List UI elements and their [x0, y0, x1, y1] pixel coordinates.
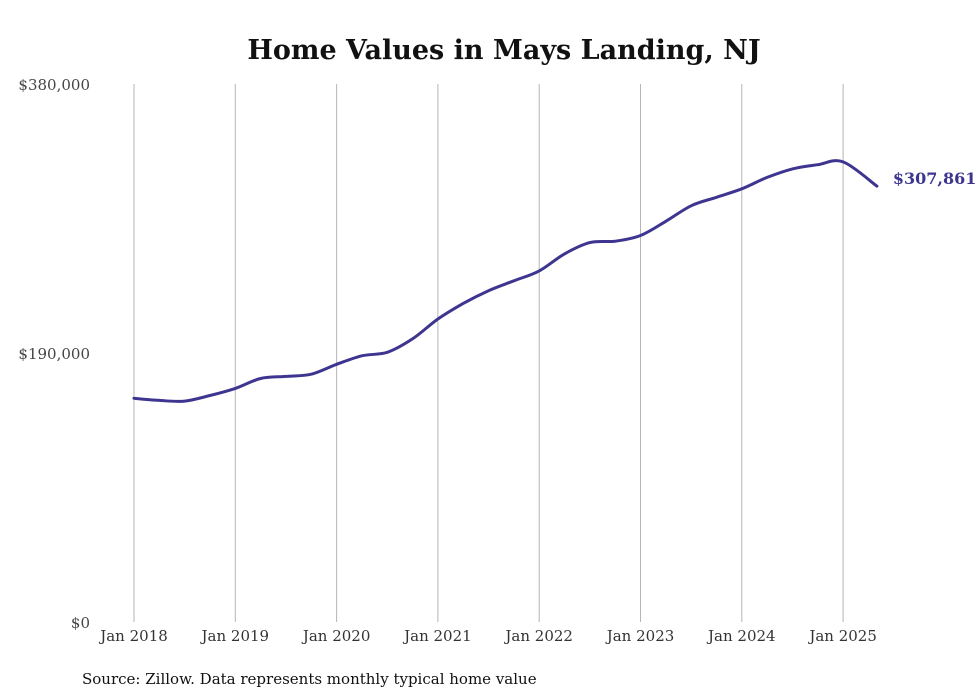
y-tick-label: $190,000 — [18, 345, 90, 363]
x-tick-label: Jan 2024 — [706, 627, 776, 645]
x-tick-label: Jan 2022 — [503, 627, 573, 645]
x-tick-label: Jan 2020 — [301, 627, 371, 645]
x-tick-label: Jan 2019 — [200, 627, 270, 645]
vertical-gridlines — [133, 84, 844, 622]
x-axis-tick-labels: Jan 2018 Jan 2019 Jan 2020 Jan 2021 Jan 2022… — [98, 627, 877, 645]
chart-title: Home Values in Mays Landing, NJ — [247, 35, 760, 66]
home-value-line — [132, 159, 879, 403]
latest-value-label: $307,861 — [893, 169, 977, 188]
source-note: Source: Zillow. Data represents monthly … — [82, 670, 537, 688]
x-tick-label: Jan 2023 — [605, 627, 675, 645]
y-axis-tick-labels: $0 $190,000 $380,000 — [18, 76, 90, 632]
y-tick-label: $0 — [71, 614, 90, 632]
y-tick-label: $380,000 — [18, 76, 90, 94]
x-tick-label: Jan 2021 — [402, 627, 472, 645]
x-tick-label: Jan 2025 — [807, 627, 877, 645]
x-tick-label: Jan 2018 — [98, 627, 168, 645]
